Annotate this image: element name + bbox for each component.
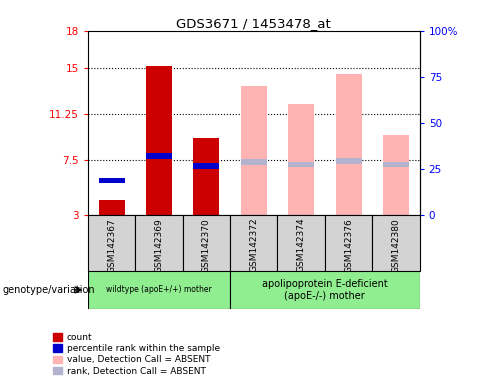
Bar bbox=[146, 153, 172, 159]
Bar bbox=[325, 215, 372, 271]
Bar bbox=[241, 159, 267, 165]
Bar bbox=[288, 162, 314, 167]
Bar bbox=[135, 215, 183, 271]
Text: GSM142367: GSM142367 bbox=[107, 218, 116, 273]
Legend: count, percentile rank within the sample, value, Detection Call = ABSENT, rank, : count, percentile rank within the sample… bbox=[53, 333, 220, 376]
Text: GSM142370: GSM142370 bbox=[202, 218, 211, 273]
Bar bbox=[193, 137, 220, 215]
Bar bbox=[383, 162, 409, 167]
Bar bbox=[99, 178, 124, 184]
Text: GSM142374: GSM142374 bbox=[297, 218, 305, 273]
Bar bbox=[278, 215, 325, 271]
Bar bbox=[99, 200, 124, 215]
Bar bbox=[193, 163, 220, 169]
Text: apolipoprotein E-deficient
(apoE-/-) mother: apolipoprotein E-deficient (apoE-/-) mot… bbox=[262, 279, 388, 301]
Text: GSM142376: GSM142376 bbox=[344, 218, 353, 273]
Bar bbox=[336, 74, 362, 215]
Bar bbox=[372, 215, 420, 271]
Bar bbox=[88, 271, 230, 309]
Bar bbox=[241, 86, 267, 215]
Text: GSM142372: GSM142372 bbox=[249, 218, 258, 273]
Bar bbox=[146, 66, 172, 215]
Text: genotype/variation: genotype/variation bbox=[2, 285, 95, 295]
Bar bbox=[183, 215, 230, 271]
Bar bbox=[336, 158, 362, 164]
Bar bbox=[230, 215, 278, 271]
Text: GSM142369: GSM142369 bbox=[154, 218, 163, 273]
Bar bbox=[88, 215, 135, 271]
Title: GDS3671 / 1453478_at: GDS3671 / 1453478_at bbox=[176, 17, 331, 30]
Bar bbox=[383, 135, 409, 215]
Text: GSM142380: GSM142380 bbox=[391, 218, 401, 273]
Bar bbox=[230, 271, 420, 309]
Text: wildtype (apoE+/+) mother: wildtype (apoE+/+) mother bbox=[106, 285, 212, 295]
Bar bbox=[288, 104, 314, 215]
